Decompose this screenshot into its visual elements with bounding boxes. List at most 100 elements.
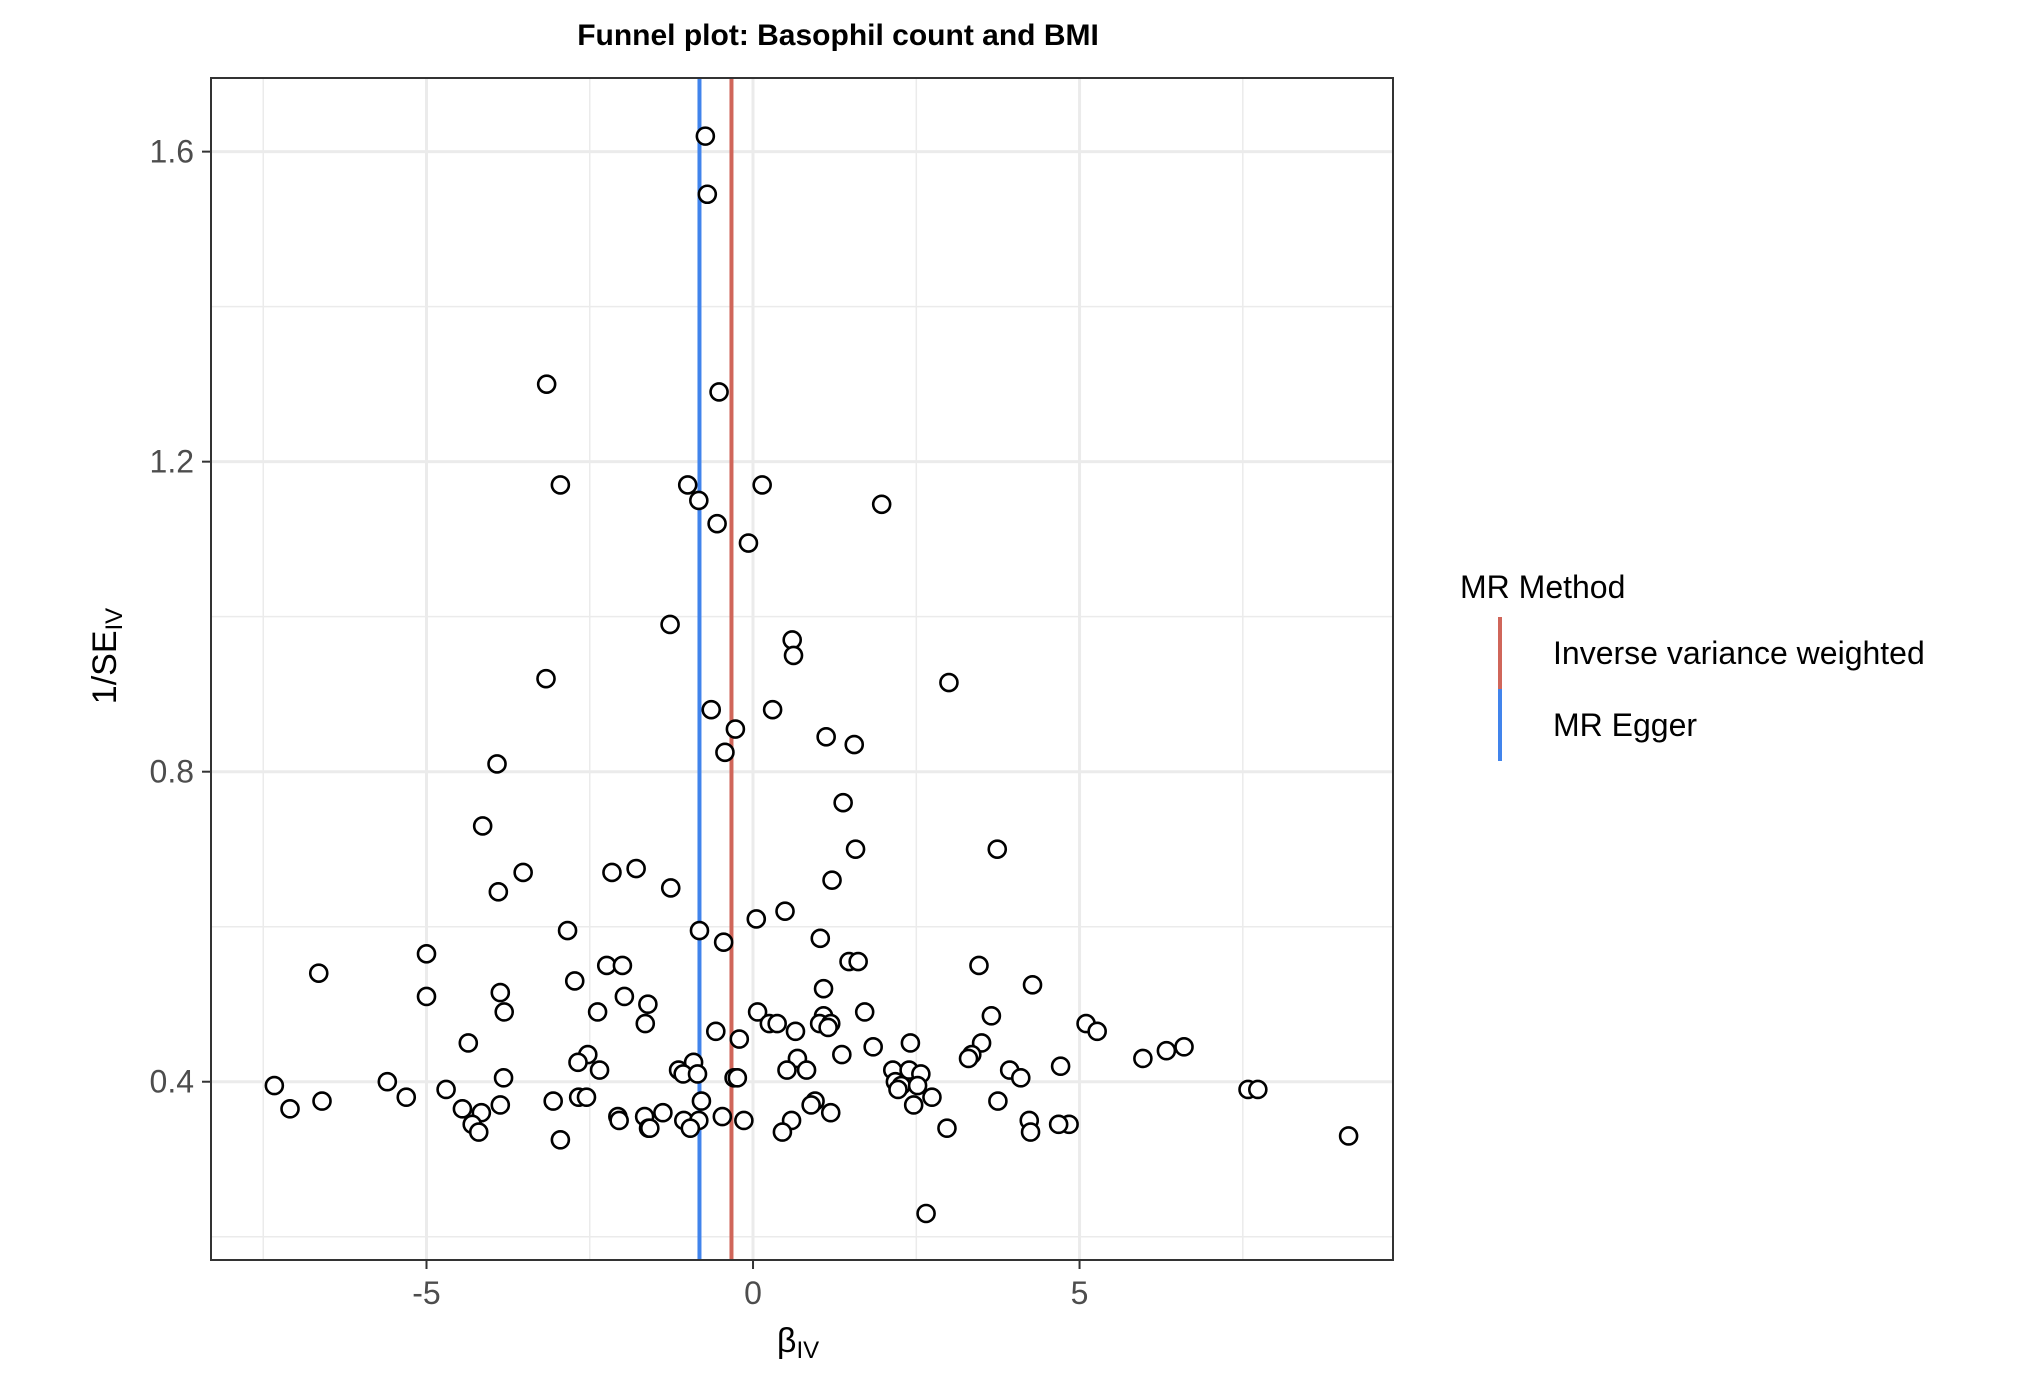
data-point: [1174, 1037, 1194, 1057]
data-point: [468, 1122, 489, 1142]
data-point: [1156, 1040, 1177, 1061]
data-point: [981, 1006, 1002, 1026]
data-point: [833, 792, 853, 813]
data-point: [490, 982, 511, 1003]
data-point: [801, 1095, 821, 1115]
data-point: [903, 1095, 924, 1115]
data-point: [1338, 1126, 1359, 1146]
data-point: [626, 858, 646, 879]
data-point: [677, 475, 698, 495]
data-point: [725, 719, 746, 739]
data-point: [587, 1002, 608, 1022]
data-point: [568, 1052, 588, 1073]
data-point: [820, 1102, 841, 1123]
minor-gridlines: [211, 78, 1393, 1260]
data-point: [701, 699, 722, 720]
data-point: [638, 994, 658, 1015]
data-point: [564, 971, 585, 991]
data-point: [969, 955, 989, 976]
data-point: [707, 513, 727, 534]
data-point: [863, 1037, 883, 1057]
data-point: [818, 1017, 838, 1038]
y-axis-title-subscript: IV: [101, 608, 128, 631]
data-point: [729, 1029, 750, 1049]
data-point: [452, 1099, 473, 1119]
data-point: [785, 1021, 806, 1042]
data-point: [709, 382, 729, 402]
data-point: [488, 882, 509, 902]
data-point: [871, 494, 892, 515]
data-point: [1010, 1068, 1031, 1088]
legend-title: MR Method: [1460, 569, 1625, 605]
data-point: [458, 1033, 479, 1053]
data-point: [589, 1060, 610, 1080]
data-point: [713, 932, 734, 953]
data-point: [813, 978, 834, 999]
data-point: [1048, 1114, 1069, 1135]
data-point: [900, 1033, 921, 1053]
data-point: [1022, 975, 1043, 995]
legend: MR Method Inverse variance weighted MR Eg…: [1460, 569, 1925, 761]
data-point: [987, 839, 1008, 860]
data-point: [609, 1110, 629, 1131]
data-point: [513, 862, 533, 883]
data-point: [377, 1071, 398, 1092]
data-point: [660, 614, 680, 635]
chart-title: Funnel plot: Basophil count and BMI: [577, 19, 1099, 52]
data-point: [312, 1091, 332, 1111]
data-point: [988, 1091, 1008, 1111]
data-point: [689, 490, 709, 511]
data-point: [543, 1091, 563, 1111]
data-point: [680, 1118, 701, 1139]
data-point: [916, 1203, 936, 1224]
major-gridlines: [211, 78, 1393, 1260]
data-point: [576, 1087, 597, 1108]
data-point: [1248, 1079, 1268, 1100]
data-point: [550, 475, 571, 495]
data-point: [777, 1060, 797, 1080]
data-point: [712, 1106, 733, 1127]
data-point: [810, 928, 831, 949]
y-axis: 0.4 0.8 1.2 1.6: [150, 134, 211, 1100]
data-point: [958, 1048, 979, 1069]
data-point: [783, 645, 804, 666]
data-point: [697, 184, 718, 205]
data-point: [308, 963, 329, 984]
data-point: [727, 1068, 748, 1088]
data-point: [612, 955, 633, 976]
data-points: [264, 126, 1359, 1224]
data-point: [536, 668, 556, 689]
data-point: [494, 1002, 515, 1022]
data-point: [487, 754, 507, 774]
data-point: [907, 1075, 928, 1096]
data-point: [1087, 1021, 1107, 1042]
data-point: [816, 727, 836, 747]
data-point: [550, 1130, 571, 1150]
data-point: [734, 1110, 754, 1131]
x-axis: -5 0 5: [412, 1260, 1088, 1311]
y-axis-title: 1/SEIV: [86, 608, 128, 704]
x-tick-label: -5: [412, 1275, 440, 1311]
data-point: [762, 699, 783, 720]
y-tick-label: 0.8: [150, 754, 194, 790]
data-point: [280, 1099, 300, 1119]
data-point: [689, 920, 710, 941]
x-tick-label: 5: [1071, 1275, 1089, 1311]
data-point: [752, 475, 772, 495]
data-point: [436, 1079, 456, 1100]
y-tick-label: 0.4: [150, 1064, 194, 1100]
y-tick-label: 1.6: [150, 134, 194, 170]
x-axis-title-main: β: [777, 1322, 797, 1360]
data-point: [832, 1044, 852, 1065]
x-axis-title-subscript: IV: [796, 1337, 819, 1364]
data-point: [653, 1102, 673, 1123]
data-point: [557, 920, 578, 941]
data-point: [640, 1118, 660, 1139]
data-point: [767, 1013, 787, 1034]
data-point: [416, 986, 437, 1007]
data-point: [888, 1079, 908, 1100]
data-point: [939, 672, 959, 693]
data-point: [796, 1060, 817, 1080]
data-point: [1133, 1048, 1153, 1069]
data-point: [695, 126, 716, 146]
